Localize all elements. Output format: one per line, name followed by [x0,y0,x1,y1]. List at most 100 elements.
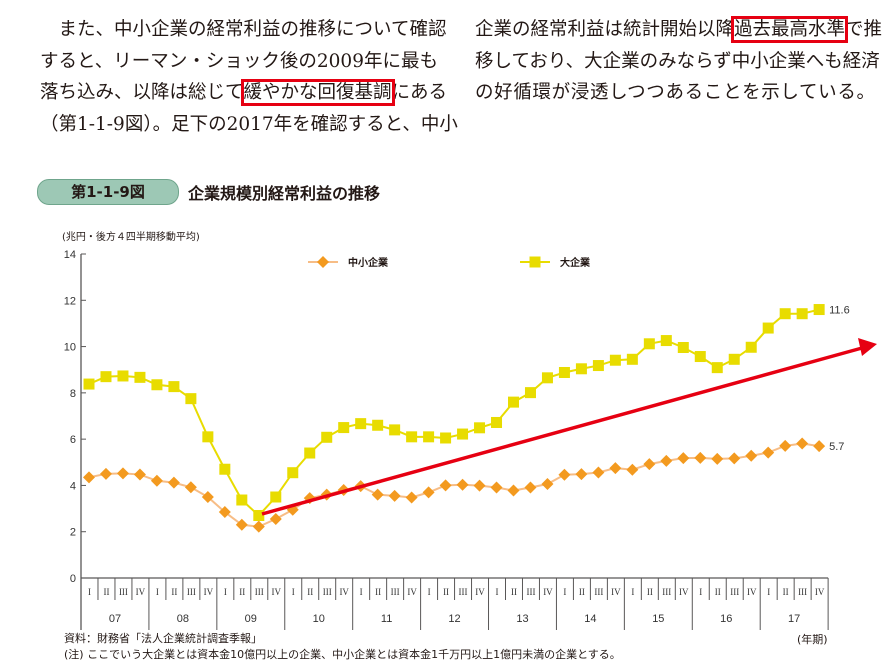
year-label: 09 [245,613,257,625]
text-segment: すると、リーマン・ショック後の2009年に最も [40,50,438,72]
data-point-large [677,341,689,353]
quarter-label: III [526,587,535,597]
data-point-large [440,432,452,444]
data-point-sme [184,481,197,494]
data-point-large [609,354,621,366]
text-segment: （第1-1-9図）。足下の2017年を確認すると、中小 [40,113,458,135]
data-point-sme [711,452,724,465]
data-point-sme [660,454,673,467]
data-point-large [457,428,469,440]
quarter-label: III [459,587,468,597]
data-point-large [100,371,112,383]
data-point-large [134,371,146,383]
text-segment: で推 [845,19,883,40]
data-point-large [355,418,367,430]
year-label: 11 [381,613,392,625]
data-point-sme [150,474,163,487]
data-point-large [304,447,316,459]
quarter-label: II [579,587,585,597]
highlighted-phrase: 緩やかな回復基調 [240,79,395,106]
data-point-large [270,491,282,503]
figure-title: 企業規模別経常利益の推移 [188,184,381,203]
quarter-label: I [496,587,499,597]
data-point-large [745,341,757,353]
quarter-label: IV [204,587,214,597]
data-point-large [626,353,638,365]
data-point-large [558,366,570,378]
quarter-label: I [156,587,159,597]
data-point-large [338,422,350,434]
data-point-sme [201,491,214,503]
y-tick-label: 2 [70,527,76,539]
data-point-large [117,370,129,382]
data-point-large [728,353,740,365]
data-point-large [813,304,825,316]
quarter-label: I [428,587,431,597]
data-point-sme [558,468,571,481]
data-point-sme [439,479,452,492]
year-label: 08 [177,613,189,625]
text-segment: 落ち込み、以降は総じて [40,82,244,103]
quarter-label: II [103,587,109,597]
year-label: 17 [788,613,800,625]
data-point-sme [83,471,95,484]
data-point-sme [677,452,690,465]
data-point-large [219,463,231,475]
data-point-large [83,378,95,390]
data-point-large [287,467,299,479]
data-point-large [762,322,774,334]
data-point-large [643,338,655,350]
data-point-sme [252,520,265,533]
y-tick-label: 14 [64,249,76,261]
series-line-sme [88,442,820,528]
quarter-label: III [119,587,128,597]
quarter-label: IV [136,587,146,597]
data-point-large [508,396,519,408]
quarter-label: IV [543,587,553,597]
legend-marker-square [529,256,541,268]
figure-number-badge: 第1-1-9図 [37,179,179,205]
data-point-sme [626,463,639,476]
quarter-label: IV [475,587,485,597]
quarter-label: I [699,587,702,597]
data-point-large [406,431,418,443]
quarter-label: IV [747,587,757,597]
quarter-label: I [360,587,363,597]
text-line: 落ち込み、以降は総じて緩やかな回復基調にある [40,79,447,106]
quarter-label: I [563,587,566,597]
data-point-large [321,431,333,443]
quarter-label: IV [272,587,282,597]
data-point-sme [269,512,282,525]
data-point-sme [813,440,826,453]
source-note: 資料：財務省「法人企業統計調査季報」 [64,632,262,645]
quarter-label: II [239,587,245,597]
quarter-label: IV [611,587,621,597]
data-point-large [185,393,197,405]
quarter-label: I [224,587,227,597]
quarter-label: III [594,587,603,597]
data-point-sme [745,449,758,462]
quarter-label: III [730,587,739,597]
quarter-label: II [715,587,721,597]
data-point-sme [779,439,792,452]
data-point-large [389,424,401,436]
quarter-label: II [647,587,653,597]
text-line: 企業の経常利益は統計開始以降過去最高水準で推 [475,16,882,43]
data-point-large [524,387,536,399]
text-segment: の好循環が浸透しつつあることを示している。 [475,82,875,103]
quarter-label: IV [679,587,689,597]
trend-arrow-line [261,346,863,516]
legend-marker-diamond [317,256,329,268]
quarter-label: I [767,587,770,597]
quarter-label: II [783,587,789,597]
text-segment: にある [391,82,448,103]
quarter-label: II [511,587,517,597]
quarter-label: III [662,587,671,597]
data-point-sme [235,518,248,531]
data-point-large [711,362,723,374]
text-line: また、中小企業の経常利益の推移について確認 [40,17,447,43]
quarter-label: I [292,587,295,597]
data-point-sme [473,479,486,492]
year-label: 12 [448,613,460,625]
